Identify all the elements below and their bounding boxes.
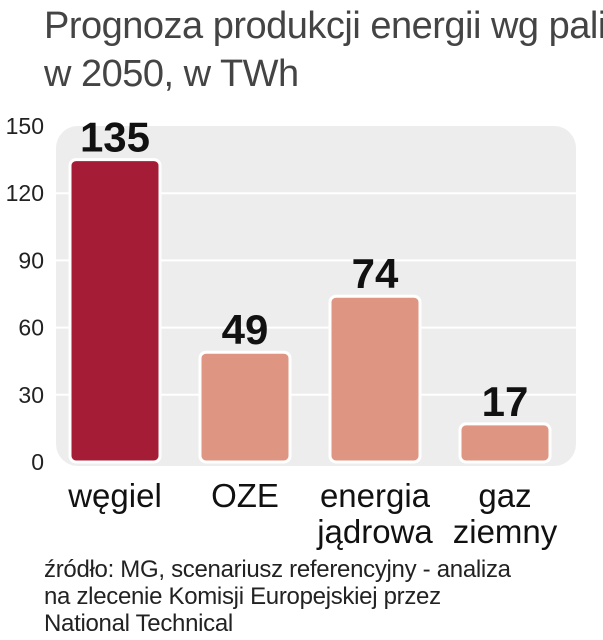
x-category-label: ziemny xyxy=(453,513,558,550)
bar xyxy=(328,294,422,464)
y-tick-label: 150 xyxy=(6,113,44,139)
x-category-label: energia xyxy=(320,477,431,514)
source-note: źródło: MG, scenariusz referencyjny - an… xyxy=(44,556,599,637)
bar-value-label: 74 xyxy=(352,250,399,297)
y-tick-label: 30 xyxy=(18,382,44,408)
x-category-label: jądrowa xyxy=(316,513,433,550)
plot-area xyxy=(56,126,576,466)
y-tick-label: 120 xyxy=(6,180,44,206)
x-category-label: OZE xyxy=(211,477,279,514)
y-tick-label: 60 xyxy=(18,315,44,341)
source-line-1: źródło: MG, scenariusz referencyjny - an… xyxy=(44,556,511,583)
bar-value-label: 135 xyxy=(80,114,150,161)
y-tick-label: 90 xyxy=(18,247,44,273)
chart-title-line-2: w 2050, w TWh xyxy=(44,53,299,95)
chart-title: Prognoza produkcji energii wg paliw w 20… xyxy=(44,2,603,98)
bar xyxy=(198,350,292,464)
source-line-3: National Technical xyxy=(44,610,233,637)
bar xyxy=(68,158,162,464)
y-tick-label: 0 xyxy=(31,449,44,475)
x-category-label: węgiel xyxy=(67,477,162,514)
chart-title-line-1: Prognoza produkcji energii wg paliw xyxy=(44,5,603,47)
bar-value-label: 17 xyxy=(482,378,529,425)
x-category-label: gaz xyxy=(478,477,531,514)
bar-value-label: 49 xyxy=(222,306,269,353)
bar xyxy=(458,422,552,464)
bar-chart: 0 30 60 90 120 150 135 węgiel 49 OZE 74 energiajądr… xyxy=(6,113,576,550)
source-line-2: na zlecenie Komisji Europejskiej przez xyxy=(44,583,441,610)
